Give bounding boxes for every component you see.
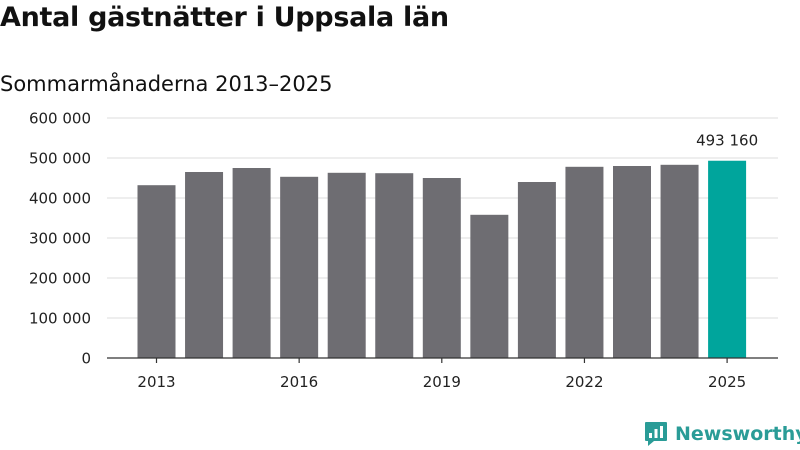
x-tick-label: 2019 <box>423 373 461 391</box>
y-tick-label: 300 000 <box>29 230 91 248</box>
y-tick-label: 100 000 <box>29 310 91 328</box>
data-label-2025: 493 160 <box>696 132 758 150</box>
y-tick-label: 200 000 <box>29 270 91 288</box>
bar-2025 <box>708 160 747 358</box>
newsworthy-logo-icon <box>645 422 667 446</box>
bar-2022 <box>565 166 604 358</box>
chart-title: Antal gästnätter i Uppsala län <box>0 2 449 33</box>
bars <box>137 160 747 358</box>
bar-2015 <box>232 168 271 358</box>
y-tick-label: 0 <box>81 350 91 368</box>
bar-2018 <box>375 173 414 358</box>
x-tick-label: 2025 <box>708 373 746 391</box>
x-tick-label: 2016 <box>280 373 318 391</box>
y-tick-label: 600 000 <box>29 110 91 128</box>
chart-subtitle: Sommarmånaderna 2013–2025 <box>0 72 333 96</box>
bar-2014 <box>185 172 224 358</box>
y-axis-labels: 0 100 000 200 000 300 000 400 000 500 000 600 … <box>29 110 91 368</box>
bar-2013 <box>137 185 176 358</box>
x-axis-ticks: 2013 2016 2019 2022 2025 <box>137 358 746 391</box>
bar-2016 <box>280 176 319 358</box>
y-tick-label: 400 000 <box>29 190 91 208</box>
bar-2020 <box>470 214 509 358</box>
bar-2019 <box>422 178 461 358</box>
brand-name: Newsworthy <box>675 423 800 445</box>
y-tick-label: 500 000 <box>29 150 91 168</box>
bar-2017 <box>327 172 366 358</box>
data-labels: 493 160 <box>696 132 758 150</box>
x-tick-label: 2013 <box>137 373 175 391</box>
x-tick-label: 2022 <box>565 373 603 391</box>
newsworthy-brand: Newsworthy <box>644 421 800 447</box>
bar-2021 <box>517 182 556 358</box>
bar-2024 <box>660 164 699 358</box>
bar-2023 <box>613 166 651 358</box>
